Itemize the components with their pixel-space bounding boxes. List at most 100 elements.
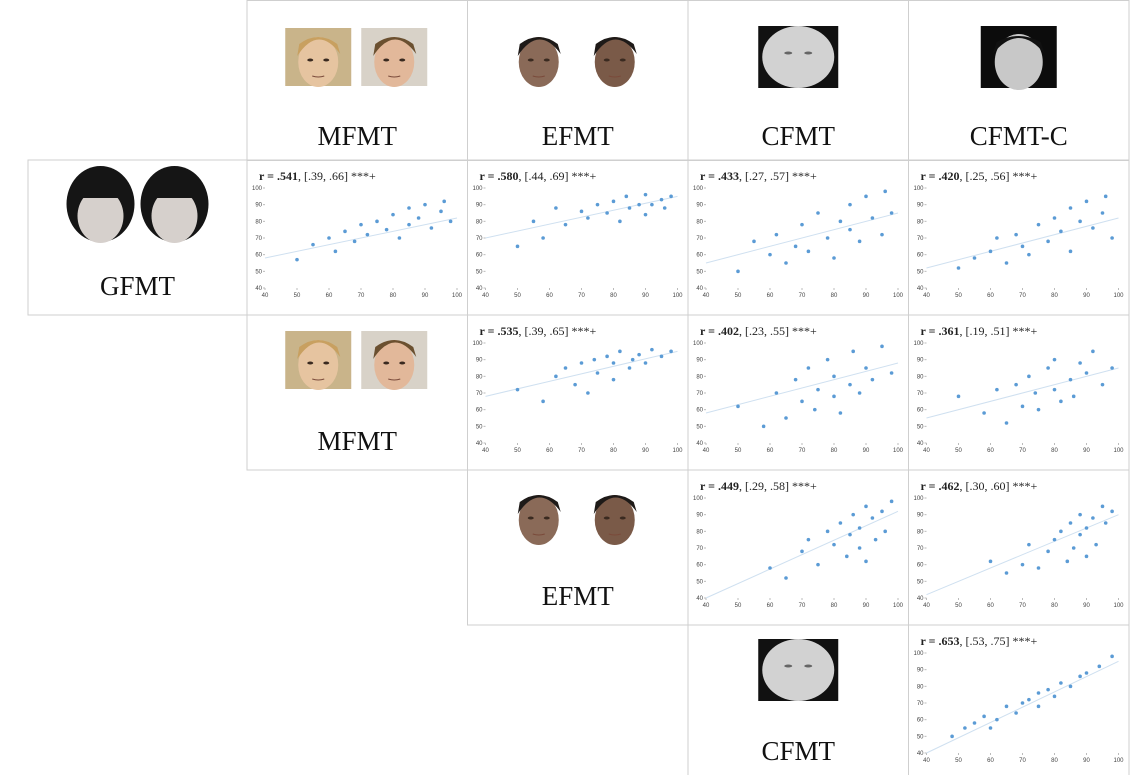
data-point (1036, 222, 1041, 227)
face (77, 189, 124, 243)
x-tick-label: 50 (955, 603, 962, 609)
y-tick-label: 90 (255, 203, 262, 209)
cell-border (908, 314, 1130, 471)
mouth (608, 75, 621, 78)
data-point (579, 361, 584, 365)
correlation-value: r = .541 (259, 169, 298, 183)
data-point (1027, 542, 1031, 547)
trendline (485, 195, 678, 239)
eye (323, 58, 330, 62)
cell-border (908, 624, 1130, 775)
data-point (982, 411, 986, 415)
test-label: MFMT (317, 426, 397, 456)
x-tick-label: 50 (514, 293, 521, 299)
x-tick-label: 100 (893, 293, 904, 299)
data-point (1103, 194, 1108, 199)
face (762, 26, 835, 88)
data-point (889, 211, 894, 215)
data-point (1014, 382, 1018, 387)
y-tick-label: 70 (917, 701, 924, 707)
data-point (995, 236, 999, 240)
eye (543, 58, 550, 62)
x-tick-label: 80 (831, 603, 838, 609)
data-point (605, 211, 609, 215)
correlation-value: r = .361 (921, 324, 960, 338)
x-tick-label: 40 (923, 293, 930, 299)
data-point (343, 229, 347, 234)
cell-border (467, 159, 689, 316)
hair (297, 340, 341, 359)
test-label: MFMT (317, 121, 397, 151)
data-point (1084, 554, 1089, 559)
correlation-annotation: r = .535, [.39, .65] ***+ (480, 324, 597, 338)
data-point (1046, 366, 1050, 370)
hair (297, 37, 341, 56)
data-point (870, 216, 875, 220)
data-point (311, 242, 315, 247)
data-point (813, 407, 817, 412)
data-point (637, 352, 641, 357)
y-tick-label: 40 (255, 286, 262, 292)
data-point (950, 734, 954, 739)
x-tick-label: 40 (482, 293, 489, 299)
data-point (637, 202, 641, 207)
data-point (864, 366, 868, 370)
y-tick-label: 70 (696, 236, 703, 242)
y-tick-label: 100 (913, 186, 924, 192)
confidence-interval: , [.19, .51] ***+ (959, 324, 1037, 338)
x-tick-label: 50 (955, 448, 962, 454)
y-tick-label: 100 (693, 341, 704, 347)
data-point (825, 357, 830, 362)
eye (804, 664, 813, 668)
data-point (988, 726, 993, 730)
data-point (1036, 407, 1041, 412)
eye (399, 58, 406, 62)
data-point (838, 411, 843, 415)
data-point (956, 266, 961, 270)
y-tick-label: 50 (917, 734, 924, 740)
y-tick-label: 90 (696, 358, 703, 364)
y-tick-label: 50 (476, 424, 483, 430)
data-point (515, 387, 520, 392)
scatter-plot: r = .361, [.19, .51] ***+ 40 50 60 70 80 90 100… (913, 324, 1124, 454)
y-tick-label: 100 (913, 651, 924, 657)
data-point (1052, 387, 1057, 392)
data-point (848, 227, 852, 232)
x-tick-label: 40 (703, 293, 710, 299)
confidence-interval: , [.39, .65] ***+ (518, 324, 596, 338)
data-point (1059, 529, 1063, 534)
face-images (758, 26, 839, 88)
data-point (1020, 562, 1025, 567)
y-tick-label: 100 (913, 496, 924, 502)
y-tick-label: 40 (917, 596, 924, 602)
y-tick-label: 60 (917, 563, 924, 569)
face-images (505, 28, 648, 87)
correlation-annotation: r = .449, [.29, .58] ***+ (700, 479, 817, 493)
mouth (312, 378, 325, 381)
eye (784, 664, 793, 668)
data-point (857, 546, 862, 550)
data-point (752, 239, 756, 244)
trendline (264, 217, 458, 259)
data-point (1046, 549, 1050, 554)
x-tick-label: 80 (831, 448, 838, 454)
data-point (800, 399, 804, 404)
face-images (505, 486, 648, 545)
x-tick-label: 80 (390, 293, 397, 299)
correlation-annotation: r = .433, [.27, .57] ***+ (700, 169, 817, 183)
eye (323, 361, 330, 365)
data-point (1027, 252, 1031, 257)
eye (383, 58, 390, 62)
data-point (784, 576, 788, 580)
x-tick-label: 70 (578, 293, 585, 299)
data-point (1097, 664, 1102, 669)
data-point (327, 236, 331, 240)
data-point (1068, 684, 1073, 689)
data-point (880, 509, 884, 514)
data-point (618, 219, 622, 224)
data-point (982, 714, 986, 719)
data-point (880, 232, 884, 237)
x-tick-label: 90 (642, 448, 649, 454)
data-point (630, 357, 635, 362)
hair (373, 37, 417, 56)
